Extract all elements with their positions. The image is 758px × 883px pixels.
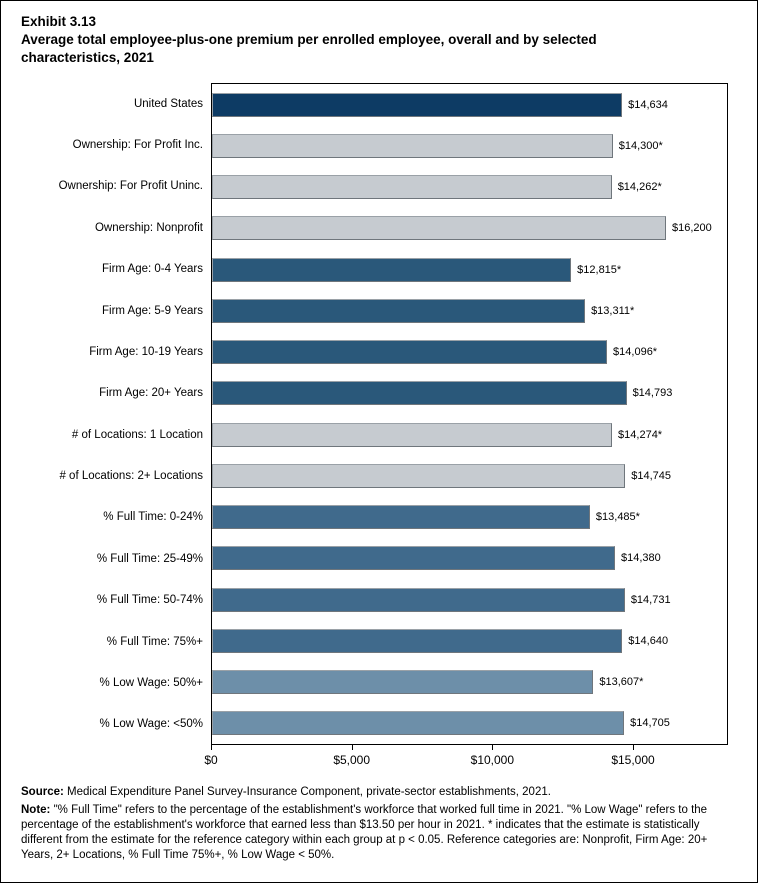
bar xyxy=(212,216,667,241)
bar xyxy=(212,505,590,530)
category-label: % Full Time: 75%+ xyxy=(106,635,203,648)
bar-row: $14,634 xyxy=(212,84,727,125)
bar xyxy=(212,298,586,323)
x-axis: $0 $5,000 $10,000 $15,000 xyxy=(204,745,728,775)
category-label: Firm Age: 5-9 Years xyxy=(102,304,203,317)
bar-row: $14,793 xyxy=(212,373,727,414)
category-label: % Low Wage: <50% xyxy=(99,718,203,731)
bar xyxy=(212,381,627,406)
bar-value-label: $14,380 xyxy=(620,552,661,565)
bar xyxy=(212,133,613,158)
category-label: Ownership: Nonprofit xyxy=(94,221,203,234)
bar-row: $14,380 xyxy=(212,538,727,579)
bar-value-label: $14,274* xyxy=(618,428,663,441)
bar xyxy=(212,711,625,736)
bar xyxy=(212,546,615,571)
bar-row: $12,815* xyxy=(212,249,727,290)
bar-row: $13,311* xyxy=(212,290,727,331)
bar-row: $14,262* xyxy=(212,167,727,208)
bar xyxy=(212,670,594,695)
category-label: Firm Age: 10-19 Years xyxy=(89,345,203,358)
bar xyxy=(212,628,623,653)
category-label: % Full Time: 0-24% xyxy=(103,511,203,524)
bar-value-label: $14,731 xyxy=(630,593,671,606)
category-label: Ownership: For Profit Inc. xyxy=(72,139,203,152)
category-label: # of Locations: 2+ Locations xyxy=(59,470,203,483)
source-label: Source: xyxy=(21,786,64,798)
bar-value-label: $13,607* xyxy=(599,676,644,689)
bar-row: $14,705 xyxy=(212,703,727,744)
bar-row: $13,485* xyxy=(212,497,727,538)
bar-value-label: $13,311* xyxy=(591,304,635,317)
bar-value-label: $14,793 xyxy=(632,387,673,400)
x-axis-tick-mark xyxy=(633,745,635,750)
category-label: Firm Age: 20+ Years xyxy=(99,387,203,400)
bar-row: $13,607* xyxy=(212,662,727,703)
bar-value-label: $14,262* xyxy=(617,181,662,194)
bar-row: $14,096* xyxy=(212,332,727,373)
x-axis-tick-label: $15,000 xyxy=(611,753,655,767)
bar-row: $14,274* xyxy=(212,414,727,455)
bar xyxy=(212,175,612,200)
plot-wrap: $14,634 $14,300* $14,262* $16,200 $12,815* $1… xyxy=(204,83,728,775)
category-label: % Low Wage: 50%+ xyxy=(99,676,203,689)
bar xyxy=(212,257,572,282)
category-label: Firm Age: 0-4 Years xyxy=(102,263,203,276)
x-axis-tick-mark xyxy=(211,745,212,750)
bar xyxy=(212,92,623,117)
x-axis-tick-mark xyxy=(351,745,353,750)
x-axis-tick-mark xyxy=(492,745,494,750)
x-axis-tick-label: $5,000 xyxy=(333,753,371,767)
bar-value-label: $16,200 xyxy=(672,222,712,235)
bar xyxy=(212,340,608,365)
title-block: Exhibit 3.13 Average total employee-plus… xyxy=(21,13,697,67)
category-label: % Full Time: 50-74% xyxy=(96,594,203,607)
note-text: "% Full Time" refers to the percentage o… xyxy=(21,804,708,861)
bar-value-label: $12,815* xyxy=(577,263,622,276)
bar-value-label: $14,300* xyxy=(618,139,663,152)
bar-value-label: $14,096* xyxy=(613,346,658,359)
bar-chart: United States Ownership: For Profit Inc. O… xyxy=(1,83,757,775)
bar-value-label: $14,634 xyxy=(628,98,668,111)
bar-value-label: $14,640 xyxy=(628,634,669,647)
bar xyxy=(212,463,626,488)
footnote: Note: "% Full Time" refers to the percen… xyxy=(21,803,737,863)
bar-row: $16,200 xyxy=(212,208,727,249)
bar-row: $14,640 xyxy=(212,620,727,661)
category-label: # of Locations: 1 Location xyxy=(71,428,203,441)
page-title: Average total employee-plus-one premium … xyxy=(21,32,597,65)
source-note: Source: Medical Expenditure Panel Survey… xyxy=(21,785,737,800)
bar xyxy=(212,587,625,612)
bar-value-label: $14,745 xyxy=(631,469,671,482)
footer-notes: Source: Medical Expenditure Panel Survey… xyxy=(21,785,737,863)
x-axis-tick-label: $10,000 xyxy=(470,753,515,767)
bar-row: $14,745 xyxy=(212,455,727,496)
bar xyxy=(212,422,613,447)
category-label: % Full Time: 25-49% xyxy=(96,552,203,565)
note-label: Note: xyxy=(21,804,51,816)
category-label: Ownership: For Profit Uninc. xyxy=(58,180,203,193)
exhibit-number: Exhibit 3.13 xyxy=(21,14,97,29)
bar-row: $14,300* xyxy=(212,125,727,166)
source-text: Medical Expenditure Panel Survey-Insuran… xyxy=(67,786,551,798)
bar-value-label: $13,485* xyxy=(595,511,640,524)
bar-row: $14,731 xyxy=(212,579,727,620)
category-label: United States xyxy=(133,97,203,110)
category-labels-column: United States Ownership: For Profit Inc. O… xyxy=(1,83,211,745)
plot-area: $14,634 $14,300* $14,262* $16,200 $12,815* $1… xyxy=(211,83,728,745)
bar-value-label: $14,705 xyxy=(630,717,670,730)
x-axis-tick-label: $0 xyxy=(204,753,218,767)
